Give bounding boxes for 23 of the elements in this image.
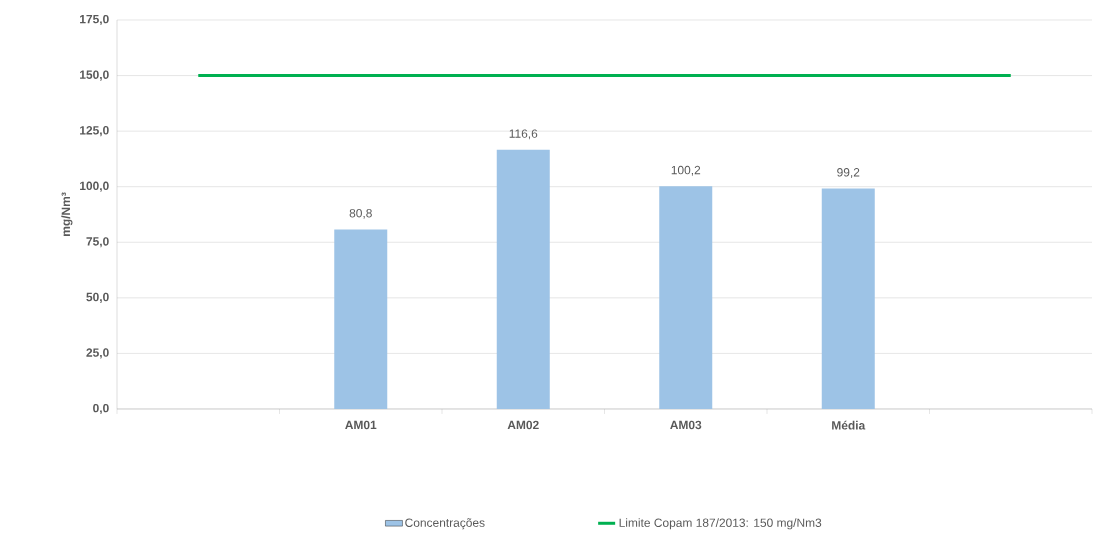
y-tick-label: 75,0 [86,237,109,248]
x-tick-label: AM01 [345,420,377,430]
x-tick-label: AM03 [670,420,702,430]
y-tick-label: 50,0 [86,292,109,303]
y-tick-label: 150,0 [80,70,109,81]
bar [659,186,713,409]
data-label: 116,6 [509,129,538,140]
x-tick-label: Média [832,420,866,430]
x-tick-label: AM02 [507,420,539,430]
y-tick-label: 125,0 [80,126,109,137]
data-label: 99,2 [837,168,860,178]
y-tick-label: 0,0 [93,403,109,415]
y-tick-label: 100,0 [80,181,109,192]
data-label: 100,2 [671,165,701,176]
legend-label: Limite Copam 187/2013: 150 mg/Nm3 [619,518,822,530]
bar [496,149,550,409]
y-tick-label: 25,0 [86,348,109,359]
y-tick-label: 175,0 [80,14,109,26]
y-axis-title: mg/Nm³ [61,192,73,236]
legend-label: Concentrações [405,518,485,530]
bar [334,229,388,409]
bar [821,188,875,409]
data-label: 80,8 [349,208,372,219]
